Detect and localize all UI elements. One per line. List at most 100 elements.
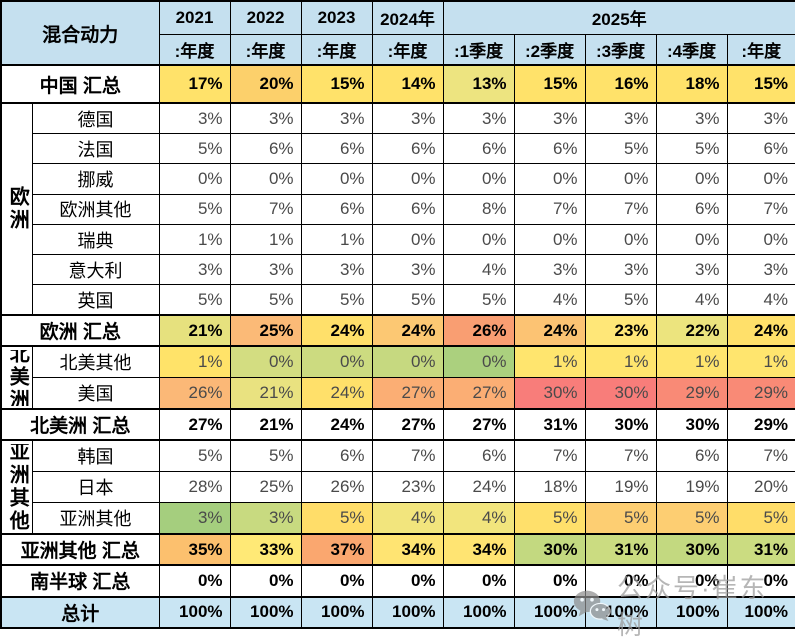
value-cell: 22% [655,314,728,347]
row-label: 日本 [31,471,160,504]
value-cell: 6% [442,439,515,473]
value-cell: 7% [584,193,657,225]
row-label: 亚洲其他 汇总 [0,533,160,566]
row-label: 意大利 [31,254,160,286]
value-cell: 100% [300,595,373,629]
row-label: 法国 [31,133,160,165]
value-cell: 24% [513,314,586,347]
value-cell: 5% [300,502,373,535]
period-header: :4季度 [655,33,728,66]
table-header: 混合动力 2021 2022 2023 2024年 2025年 :年度 :年度 … [0,0,795,66]
value-cell: 100% [655,595,728,629]
value-cell: 3% [371,102,444,135]
region-group-cell: 北美洲 [0,345,33,410]
value-cell: 1% [513,345,586,379]
value-cell: 30% [655,407,728,441]
value-cell: 6% [655,193,728,225]
value-cell: 6% [300,133,373,165]
value-cell: 1% [229,223,302,256]
year-header-2023: 2023 [300,0,373,35]
table-row: 中国 汇总 17% 20% 15% 14% 13% 15% 16% 18% 15% [0,63,795,104]
value-cell: 5% [655,133,728,165]
value-cell: 0% [442,223,515,256]
table-row: 欧洲 德国 3% 3% 3% 3% 3% 3% 3% 3% 3% [0,102,795,316]
period-header-row: :年度 :年度 :年度 :年度 :1季度 :2季度 :3季度 :4季度 :年度 [1,33,795,66]
table-row: 法国 5% 6% 6% 6% 6% 6% 5% 5% 6% [1,133,795,165]
value-cell: 33% [229,533,302,566]
period-header: :年度 [158,33,231,66]
row-label: 瑞典 [31,223,160,256]
value-cell: 3% [300,254,373,286]
value-cell: 27% [442,407,515,441]
row-label: 欧洲 汇总 [0,314,160,347]
value-cell: 19% [584,471,657,504]
value-cell: 18% [513,471,586,504]
row-label: 南半球 汇总 [0,564,160,598]
region-group-label: 欧洲 [6,186,29,233]
value-cell: 29% [726,377,795,410]
value-cell: 100% [584,595,657,629]
value-cell: 30% [655,533,728,566]
table-row: 亚洲其他 汇总 35% 33% 37% 34% 34% 30% 31% 30% 31% [0,533,795,566]
value-cell: 3% [300,102,373,135]
value-cell: 21% [229,377,302,410]
value-cell: 34% [371,533,444,566]
value-cell: 4% [442,502,515,535]
value-cell: 16% [584,63,657,104]
value-cell: 100% [513,595,586,629]
value-cell: 21% [229,407,302,441]
table-row: 亚洲其他 3% 3% 5% 4% 4% 5% 5% 5% 5% [1,502,795,535]
value-cell: 27% [371,407,444,441]
row-label: 美国 [31,377,160,410]
value-cell: 7% [584,439,657,473]
value-cell: 31% [726,533,795,566]
value-cell: 5% [584,133,657,165]
value-cell: 0% [442,564,515,598]
value-cell: 6% [513,133,586,165]
value-cell: 0% [584,223,657,256]
value-cell: 24% [371,314,444,347]
value-cell: 5% [229,284,302,316]
table-row: 欧洲其他 5% 7% 6% 6% 8% 7% 7% 6% 7% [1,193,795,225]
value-cell: 0% [158,163,231,195]
year-header-2022: 2022 [229,0,302,35]
row-label: 北美洲 汇总 [0,407,160,441]
value-cell: 4% [371,502,444,535]
value-cell: 5% [158,193,231,225]
value-cell: 3% [229,102,302,135]
row-label: 挪威 [31,163,160,195]
value-cell: 5% [726,502,795,535]
value-cell: 100% [726,595,795,629]
value-cell: 6% [229,133,302,165]
value-cell: 6% [371,133,444,165]
value-cell: 0% [655,163,728,195]
value-cell: 28% [158,471,231,504]
value-cell: 29% [726,407,795,441]
value-cell: 17% [158,63,231,104]
value-cell: 30% [513,377,586,410]
table-row: 英国 5% 5% 5% 5% 5% 4% 5% 4% 4% [1,284,795,316]
table-title: 混合动力 [0,0,160,66]
table-row: 欧洲 汇总 21% 25% 24% 24% 26% 24% 23% 22% 24% [0,314,795,347]
value-cell: 25% [229,314,302,347]
value-cell: 24% [300,407,373,441]
value-cell: 1% [726,345,795,379]
table-row: 北美洲 北美其他 1% 0% 0% 0% 0% 1% 1% 1% 1% [0,345,795,410]
region-group-label: 北美洲 [6,349,29,406]
value-cell: 0% [513,223,586,256]
value-cell: 37% [300,533,373,566]
value-cell: 0% [513,564,586,598]
value-cell: 3% [158,254,231,286]
table-row: 北美洲 汇总 27% 21% 24% 27% 27% 31% 30% 30% 29% [0,407,795,441]
value-cell: 24% [300,314,373,347]
value-cell: 5% [584,284,657,316]
value-cell: 26% [442,314,515,347]
value-cell: 0% [300,345,373,379]
value-cell: 1% [584,345,657,379]
value-cell: 21% [158,314,231,347]
value-cell: 25% [229,471,302,504]
value-cell: 24% [726,314,795,347]
table-row: 亚洲其他 韩国 5% 5% 6% 7% 6% 7% 7% 6% 7% [0,439,795,535]
value-cell: 26% [300,471,373,504]
period-header: :年度 [371,33,444,66]
